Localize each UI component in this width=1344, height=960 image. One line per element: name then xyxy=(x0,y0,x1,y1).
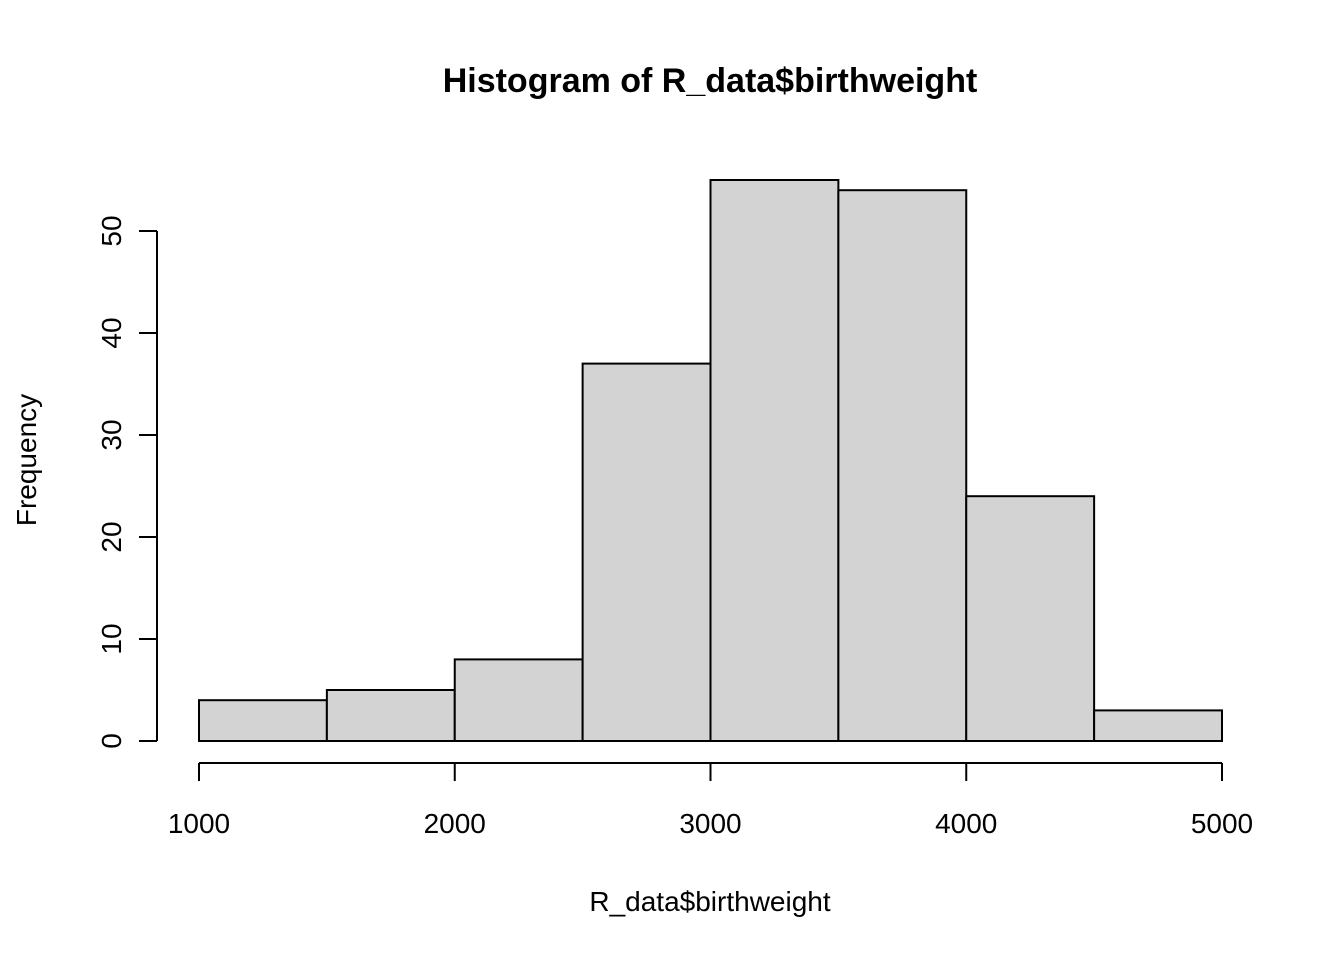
y-tick-label: 10 xyxy=(96,623,127,654)
y-tick-label: 40 xyxy=(96,317,127,348)
x-tick-label: 4000 xyxy=(935,808,997,839)
histogram-bar xyxy=(325,689,456,742)
histogram-bar xyxy=(453,658,584,743)
y-tick-label: 50 xyxy=(96,215,127,246)
x-tick-label: 1000 xyxy=(168,808,230,839)
y-tick-label: 0 xyxy=(96,733,127,749)
x-tick-label: 2000 xyxy=(424,808,486,839)
histogram-bar xyxy=(709,179,840,742)
y-axis-label: Frequency xyxy=(11,394,42,526)
histogram-bar xyxy=(837,189,968,742)
x-axis: 1000 2000 3000 4000 5000 xyxy=(168,762,1253,839)
x-axis-label: R_data$birthweight xyxy=(589,886,830,917)
y-tick-label: 30 xyxy=(96,419,127,450)
histogram-bar xyxy=(1093,709,1223,743)
y-axis: 0 10 20 30 40 50 xyxy=(96,215,158,749)
histogram-bar xyxy=(198,699,328,743)
x-tick-label: 3000 xyxy=(679,808,741,839)
chart-title: Histogram of R_data$birthweight xyxy=(443,62,978,100)
histogram-bar xyxy=(581,362,712,742)
bars-group xyxy=(198,179,1223,743)
y-tick-label: 20 xyxy=(96,521,127,552)
x-tick-label: 5000 xyxy=(1191,808,1253,839)
histogram-bar xyxy=(965,495,1096,743)
